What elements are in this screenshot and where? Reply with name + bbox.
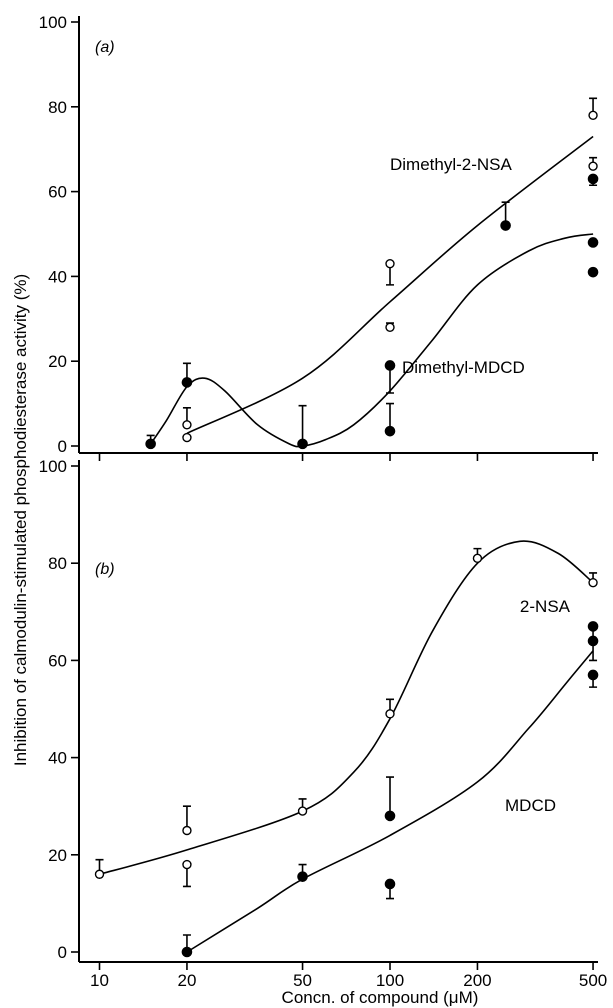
panel-b-label: (b): [95, 561, 115, 578]
x-tick-label-20: 20: [177, 971, 196, 990]
y-tick-label-a-60: 60: [48, 183, 67, 202]
point-2-nsa: [94, 869, 105, 879]
point-dimethyl-mdcd: [500, 220, 511, 231]
y-tick-label-a-80: 80: [48, 98, 67, 117]
point-2-nsa: [182, 859, 192, 870]
series-label-dimethyl-mdcd: Dimethyl-MDCD: [402, 358, 525, 377]
point-mdcd: [587, 635, 599, 647]
x-tick-label-500: 500: [579, 971, 607, 990]
curve-dimethyl-2-nsa: [186, 135, 594, 435]
point-dimethyl-2-nsa: [588, 161, 598, 171]
y-tick-label-a-0: 0: [58, 437, 67, 456]
y-tick-label-b-20: 20: [48, 846, 67, 865]
point-2-nsa: [297, 806, 308, 816]
x-axis-title: Concn. of compound (μM): [282, 988, 479, 1007]
point-2-nsa: [182, 825, 192, 836]
x-tick-label-50: 50: [293, 971, 312, 990]
point-dimethyl-mdcd: [384, 425, 396, 437]
curve-mdcd: [186, 650, 594, 953]
curve-dimethyl-mdcd: [150, 233, 594, 448]
y-tick-label-a-20: 20: [48, 352, 67, 371]
curve-2-nsa: [99, 540, 594, 875]
y-tick-label-b-100: 100: [39, 457, 67, 476]
error-bar-mdcd: [386, 776, 395, 816]
point-dimethyl-2-nsa: [182, 420, 192, 430]
panel-a: (a) 0 20 40 60 80 100: [39, 13, 599, 461]
point-mdcd: [181, 946, 193, 958]
y-axis-title: Inhibition of calmodulin-stimulated phos…: [11, 274, 30, 766]
point-dimethyl-mdcd: [587, 237, 599, 248]
point-mdcd: [384, 810, 396, 822]
y-tick-label-a-40: 40: [48, 267, 67, 286]
y-tick-label-b-40: 40: [48, 749, 67, 768]
point-dimethyl-mdcd: [384, 360, 396, 371]
y-tick-label-b-60: 60: [48, 651, 67, 670]
point-dimethyl-2-nsa: [385, 322, 395, 332]
panel-b: (b) 0 20 40 60 80 100 10 20 50 100 200 500: [39, 457, 608, 990]
point-dimethyl-mdcd: [587, 173, 599, 185]
point-2-nsa: [588, 577, 598, 588]
point-dimethyl-2-nsa: [588, 110, 598, 120]
y-tick-label-b-0: 0: [58, 943, 67, 962]
point-mdcd: [297, 871, 308, 882]
point-dimethyl-mdcd: [181, 377, 193, 388]
point-dimethyl-mdcd: [587, 266, 599, 278]
series-label-2-nsa: 2-NSA: [520, 597, 571, 616]
series-label-mdcd: MDCD: [505, 796, 556, 815]
x-tick-label-200: 200: [463, 971, 491, 990]
point-dimethyl-mdcd: [145, 438, 156, 450]
x-tick-label-100: 100: [376, 971, 404, 990]
point-2-nsa: [385, 709, 395, 719]
y-tick-label-a-100: 100: [39, 13, 67, 32]
x-tick-label-10: 10: [90, 971, 109, 990]
error-bar-dimethyl-mdcd: [298, 404, 307, 444]
point-dimethyl-2-nsa: [182, 432, 192, 443]
point-2-nsa: [472, 553, 483, 564]
point-mdcd: [384, 878, 396, 890]
point-dimethyl-mdcd: [297, 438, 308, 450]
point-mdcd: [587, 621, 599, 632]
panel-a-label: (a): [95, 39, 115, 56]
y-tick-label-b-80: 80: [48, 554, 67, 573]
series-label-dimethyl-2-nsa: Dimethyl-2-NSA: [390, 155, 513, 174]
point-mdcd: [587, 669, 599, 681]
point-dimethyl-2-nsa: [385, 258, 395, 269]
